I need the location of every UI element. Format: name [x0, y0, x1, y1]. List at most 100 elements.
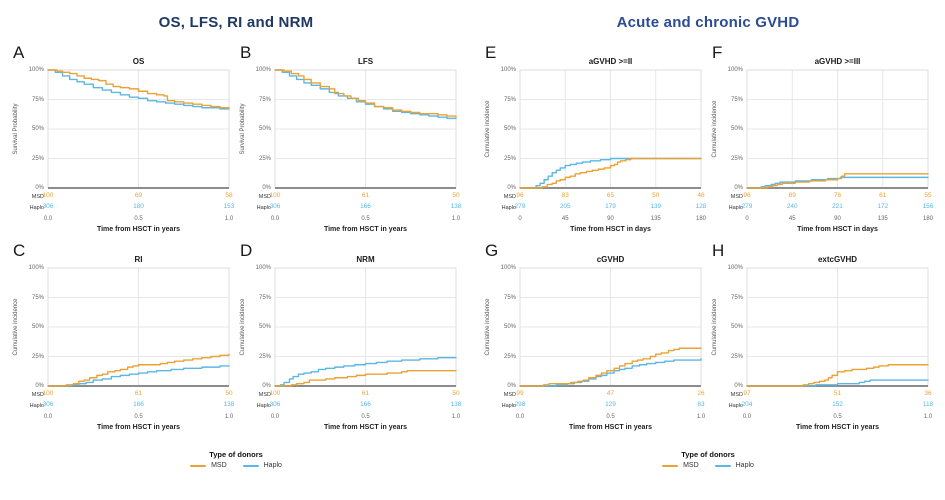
- plot-canvas: [275, 70, 456, 188]
- risk-count: 55: [924, 192, 932, 199]
- risk-count: 152: [832, 401, 843, 408]
- risk-table: MSD 100 61 50 Haplo 306 166 138: [30, 390, 235, 412]
- risk-count: 138: [450, 203, 462, 210]
- risk-count: 97: [743, 390, 751, 397]
- risk-table: MSD 96 83 65 50 46 Haplo 279 205 179 139 128: [502, 192, 707, 214]
- risk-row-label: Haplo: [256, 205, 271, 211]
- series-line-msd: [275, 371, 456, 386]
- x-axis-ticks: 0.0 0.5 1.0: [743, 414, 932, 423]
- x-axis-ticks: 0 45 90 135 180: [518, 216, 706, 225]
- risk-row-label: MSD: [503, 194, 516, 200]
- x-tick-label: 135: [650, 216, 661, 222]
- x-tick-label: 0.0: [270, 414, 280, 420]
- risk-count: 138: [450, 401, 462, 408]
- risk-table: MSD 100 61 50 Haplo 306 166 138: [257, 192, 462, 214]
- y-tick-label: 0%: [507, 185, 516, 191]
- risk-row-haplo: Haplo 279 205 179 139 128: [502, 203, 707, 214]
- risk-count: 65: [606, 192, 615, 199]
- x-tick-label: 1.0: [696, 414, 706, 420]
- series-line-msd: [747, 365, 928, 386]
- risk-table: MSD 100 61 50 Haplo 306 166 138: [257, 390, 462, 412]
- risk-count: 61: [361, 192, 370, 199]
- section-title-right: Acute and chronic GVHD: [616, 14, 800, 31]
- risk-count: 166: [360, 203, 371, 210]
- y-tick-label: 50%: [258, 126, 271, 132]
- plot-row: Cumulative incidence 0% 25% 50% 75% 100%: [10, 265, 237, 389]
- risk-row-haplo: Haplo 204 152 118: [729, 401, 934, 412]
- x-tick-label: 1.0: [224, 216, 234, 222]
- legend-label-haplo: Haplo: [263, 462, 282, 469]
- legend-line-msd-icon: [662, 464, 679, 467]
- y-tick-label: 25%: [730, 353, 743, 360]
- panel-B: B LFS Survival Probability 0% 25% 50% 75% 100% M…: [237, 43, 464, 242]
- y-tick-label: 75%: [258, 294, 271, 301]
- y-tick-label: 0%: [262, 383, 271, 389]
- y-axis-label: Survival Probability: [10, 70, 22, 188]
- y-axis-label-text: Cumulative incidence: [13, 298, 19, 356]
- x-tick-label: 0.5: [833, 414, 842, 420]
- risk-count: 172: [877, 203, 889, 210]
- y-tick-label: 100%: [28, 67, 44, 73]
- legend-line-haplo-icon: [714, 464, 731, 467]
- y-axis-label-text: Cumulative incidence: [485, 298, 491, 356]
- series-line-msd: [48, 354, 229, 386]
- y-tick-label: 25%: [730, 155, 743, 162]
- plot-canvas: [48, 268, 229, 386]
- legend-entry-msd: MSD: [190, 462, 227, 469]
- y-axis-ticks: 0% 25% 50% 75% 100%: [721, 67, 747, 191]
- x-tick-label: 1.0: [224, 414, 234, 420]
- series-line-haplo: [520, 159, 701, 189]
- risk-count: 156: [922, 203, 934, 210]
- risk-count: 100: [42, 192, 54, 199]
- risk-table: MSD 96 89 76 61 55 Haplo 279 240 221 172 156: [729, 192, 934, 214]
- risk-row-msd: MSD 100 61 50: [259, 390, 460, 401]
- x-tick-label: 0: [518, 216, 522, 222]
- risk-row-label: Haplo: [501, 403, 516, 409]
- x-axis-ticks: 0.0 0.5 1.0: [44, 216, 233, 225]
- y-tick-label: 100%: [28, 265, 44, 271]
- x-axis-label: Time from HSCT in days: [570, 226, 651, 233]
- series-line-haplo: [747, 380, 928, 386]
- chart-title: NRM: [356, 255, 375, 264]
- risk-count: 306: [42, 203, 54, 210]
- risk-count: 128: [695, 203, 707, 210]
- y-tick-label: 25%: [503, 155, 516, 162]
- chart-title: RI: [134, 255, 143, 264]
- panel-letter: D: [240, 241, 253, 260]
- y-axis-label: Cumulative incidence: [709, 70, 721, 188]
- y-axis-ticks: 0% 25% 50% 75% 100%: [22, 67, 48, 191]
- risk-count: 118: [922, 401, 934, 408]
- y-axis-label: Cumulative incidence: [237, 268, 249, 386]
- y-tick-label: 100%: [255, 265, 271, 271]
- plot-row: Survival Probability 0% 25% 50% 75% 100%: [237, 67, 464, 191]
- risk-row-label: Haplo: [29, 205, 44, 211]
- panel-letter: E: [485, 43, 497, 62]
- risk-row-msd: MSD 100 69 58: [32, 192, 233, 203]
- y-axis-label: Cumulative incidence: [10, 268, 22, 386]
- risk-count: 89: [788, 192, 796, 199]
- risk-count: 306: [269, 401, 281, 408]
- risk-row-label: Haplo: [501, 205, 516, 211]
- panel-letter: A: [13, 43, 25, 62]
- legend-right: Type of donors MSD Haplo: [472, 450, 944, 469]
- y-axis-ticks: 0% 25% 50% 75% 100%: [494, 265, 520, 389]
- y-tick-label: 50%: [258, 324, 271, 330]
- legend-entry-haplo: Haplo: [242, 462, 282, 469]
- y-tick-label: 50%: [730, 324, 743, 330]
- y-axis-label-text: Cumulative incidence: [485, 100, 491, 158]
- x-tick-label: 135: [877, 216, 888, 222]
- y-tick-label: 75%: [31, 294, 44, 301]
- risk-row-msd: MSD 100 61 50: [259, 192, 460, 203]
- risk-row-label: Haplo: [728, 205, 743, 211]
- y-tick-label: 75%: [31, 96, 44, 103]
- x-axis-ticks: 0.0 0.5 1.0: [516, 414, 705, 423]
- series-line-haplo: [275, 358, 456, 386]
- chart-title: extcGVHD: [817, 255, 858, 264]
- panel-letter: C: [13, 241, 26, 260]
- risk-count: 50: [225, 390, 233, 397]
- x-axis-label: Time from HSCT in days: [797, 226, 878, 233]
- risk-row-label: Haplo: [728, 403, 743, 409]
- risk-count: 36: [924, 390, 932, 397]
- risk-row-msd: MSD 96 89 76 61 55: [731, 192, 932, 203]
